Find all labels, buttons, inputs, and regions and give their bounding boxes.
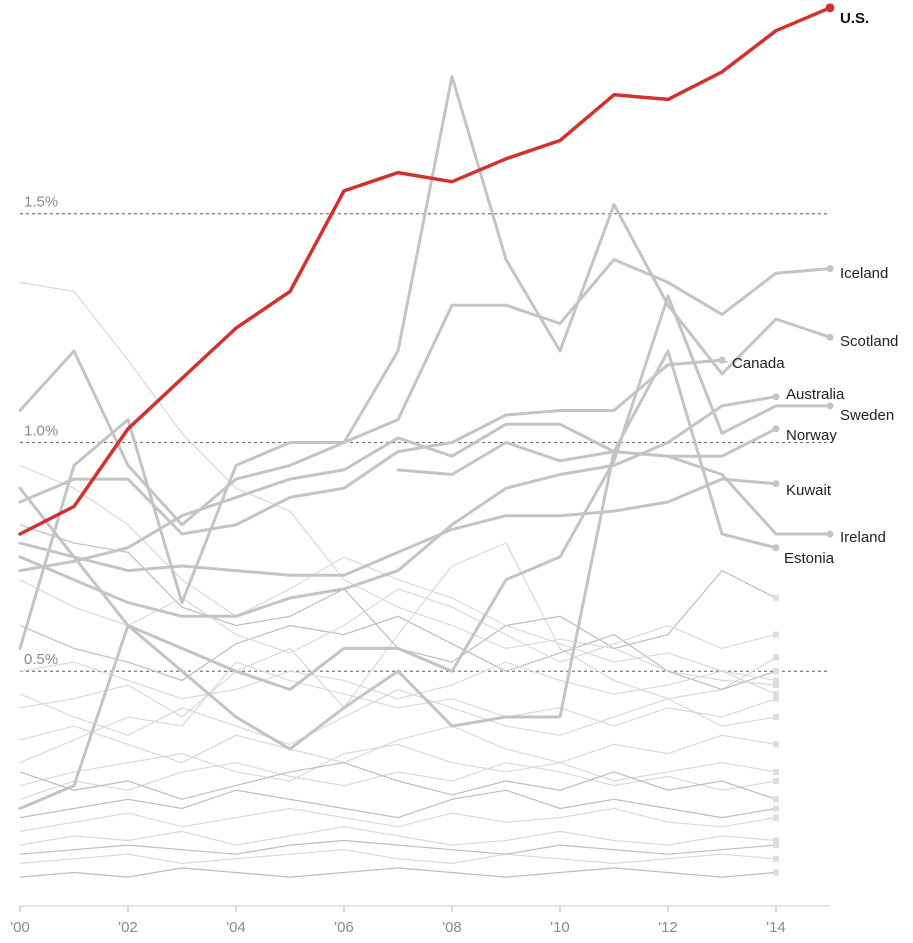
series-line [19, 579, 777, 663]
series-label: Scotland [840, 333, 898, 350]
series-end-marker [773, 691, 779, 698]
series-end-marker [773, 869, 779, 876]
series-end-dot [772, 425, 780, 433]
series-line-australia [18, 395, 778, 618]
series-line-canada [18, 358, 724, 536]
series-line-estonia [18, 349, 778, 751]
x-tick-label: '04 [226, 919, 246, 936]
x-tick-label: '14 [766, 919, 786, 936]
series-end-marker [773, 713, 779, 720]
series-end-marker [773, 631, 779, 638]
series-line [19, 762, 777, 800]
series-line [19, 839, 777, 855]
gridlines: 0.5% 1.0% 1.5% [20, 194, 830, 672]
series-line [19, 615, 777, 691]
series-line [19, 464, 777, 681]
series-line-scotland [18, 75, 832, 527]
series-line [19, 807, 777, 832]
series-line [19, 281, 777, 686]
x-tick-label: '10 [550, 919, 570, 936]
labeled-series [18, 75, 834, 810]
series-label: Kuwait [786, 482, 832, 499]
x-tick-label: '00 [10, 919, 30, 936]
series-line [19, 661, 777, 700]
x-tick-label: '06 [334, 919, 354, 936]
series-line [19, 688, 777, 746]
x-tick-label: '02 [118, 919, 138, 936]
series-line [19, 849, 777, 865]
x-axis: '00 '02 '04 '06 '08 '10 '12 '14 [10, 905, 830, 936]
series-end-marker [773, 695, 779, 702]
series-end-marker [773, 668, 779, 675]
series-line [19, 867, 777, 878]
series-end-marker [773, 855, 779, 862]
series-end-dot [826, 402, 834, 410]
series-end-dot [826, 333, 834, 341]
series-end-marker [773, 842, 779, 849]
series-label: Canada [732, 355, 785, 372]
series-line [19, 743, 777, 787]
x-tick-label: '12 [658, 919, 678, 936]
series-end-dot [772, 393, 780, 401]
series-line-iceland [18, 258, 832, 650]
series-end-marker [773, 814, 779, 821]
series-end-dot [826, 265, 834, 273]
series-line [19, 789, 777, 819]
gridline-label: 1.5% [24, 194, 58, 211]
series-label: Australia [786, 386, 845, 403]
series-end-marker [773, 677, 779, 684]
series-label: Norway [786, 427, 837, 444]
unlabeled-series [19, 281, 779, 878]
series-label: Ireland [840, 529, 886, 546]
series-label: Iceland [840, 265, 888, 282]
series-label: U.S. [840, 10, 869, 27]
series-end-dot [825, 3, 835, 13]
highlighted-series [18, 3, 835, 536]
series-line [19, 661, 777, 764]
series-end-marker [773, 768, 779, 775]
series-line [19, 542, 777, 718]
series-end-marker [773, 654, 779, 661]
series-end-marker [773, 837, 779, 844]
gridline-label: 1.0% [24, 422, 58, 439]
series-end-marker [773, 741, 779, 748]
series-end-dot [772, 544, 780, 552]
series-end-marker [773, 778, 779, 785]
series-line-u-s [18, 6, 832, 536]
series-end-marker [773, 805, 779, 812]
gridline-label: 0.5% [24, 651, 58, 668]
series-end-dot [772, 480, 780, 488]
series-end-marker [773, 681, 779, 688]
x-tick-label: '08 [442, 919, 462, 936]
series-line-sweden [18, 294, 832, 810]
series-line [19, 725, 777, 764]
series-line [19, 826, 777, 846]
series-line-kuwait [18, 477, 778, 577]
series-end-dot [826, 530, 834, 538]
series-line [19, 762, 777, 800]
series-label: Sweden [840, 407, 894, 424]
series-end-marker [773, 595, 779, 602]
series-label: Estonia [784, 550, 835, 567]
series-end-marker [773, 796, 779, 803]
